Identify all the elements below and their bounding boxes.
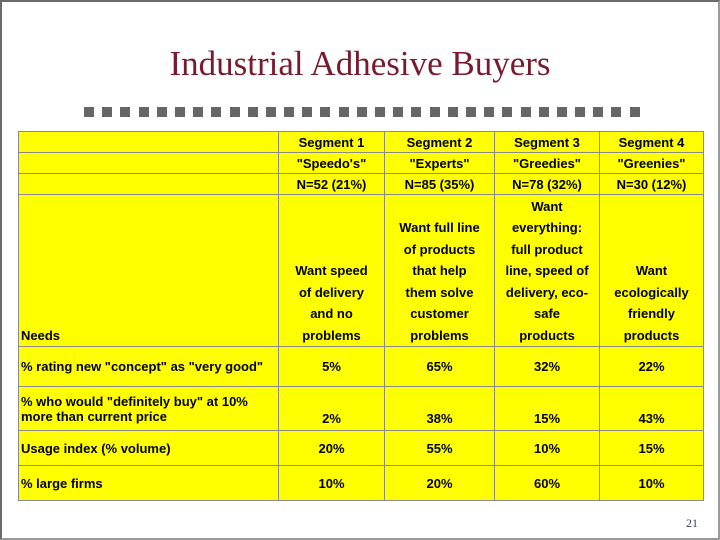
segment-1-name: Segment 1 bbox=[278, 131, 385, 153]
metric-value: 65% bbox=[384, 346, 495, 387]
metric-value: 10% bbox=[494, 430, 600, 466]
table-row: Segment 1 Segment 2 Segment 3 Segment 4 bbox=[18, 131, 704, 153]
metric-value: 20% bbox=[384, 465, 495, 501]
metric-value: 38% bbox=[384, 386, 495, 431]
metric-value: 60% bbox=[494, 465, 600, 501]
metric-value: 43% bbox=[599, 386, 704, 431]
metric-label: % who would "definitely buy" at 10% more … bbox=[18, 386, 279, 431]
segment-2-alias: "Experts" bbox=[384, 152, 495, 174]
segment-2-needs: Want full line of products that help them s… bbox=[384, 194, 495, 347]
metric-value: 32% bbox=[494, 346, 600, 387]
metric-value: 5% bbox=[278, 346, 385, 387]
metric-label: % large firms bbox=[18, 465, 279, 501]
metric-value: 10% bbox=[278, 465, 385, 501]
table-row: % rating new "concept" as "very good" 5%… bbox=[18, 346, 704, 387]
metric-value: 15% bbox=[599, 430, 704, 466]
metric-value: 22% bbox=[599, 346, 704, 387]
slide-title: Industrial Adhesive Buyers bbox=[169, 44, 551, 83]
segment-table: Segment 1 Segment 2 Segment 3 Segment 4 … bbox=[18, 131, 704, 501]
table-row: % large firms 10% 20% 60% 10% bbox=[18, 465, 704, 501]
segment-2-name: Segment 2 bbox=[384, 131, 495, 153]
header-empty-cell bbox=[18, 131, 279, 153]
segment-3-needs: Want everything: full product line, speed o… bbox=[494, 194, 600, 347]
table-row: % who would "definitely buy" at 10% more … bbox=[18, 386, 704, 431]
metric-value: 55% bbox=[384, 430, 495, 466]
metric-label: % rating new "concept" as "very good" bbox=[18, 346, 279, 387]
segment-4-size: N=30 (12%) bbox=[599, 173, 704, 195]
page-number: 21 bbox=[686, 516, 698, 530]
needs-label: Needs bbox=[18, 194, 279, 347]
header-empty-cell bbox=[18, 173, 279, 195]
table-row: N=52 (21%) N=85 (35%) N=78 (32%) N=30 (1… bbox=[18, 173, 704, 195]
segment-1-size: N=52 (21%) bbox=[278, 173, 385, 195]
segment-4-needs: Want ecologically friendly products bbox=[599, 194, 704, 347]
metric-value: 2% bbox=[278, 386, 385, 431]
table-row: Usage index (% volume) 20% 55% 10% 15% bbox=[18, 430, 704, 466]
metric-label: Usage index (% volume) bbox=[18, 430, 279, 466]
segment-2-size: N=85 (35%) bbox=[384, 173, 495, 195]
segment-3-alias: "Greedies" bbox=[494, 152, 600, 174]
segment-3-name: Segment 3 bbox=[494, 131, 600, 153]
metric-value: 15% bbox=[494, 386, 600, 431]
segment-4-name: Segment 4 bbox=[599, 131, 704, 153]
segment-4-alias: "Greenies" bbox=[599, 152, 704, 174]
metric-value: 10% bbox=[599, 465, 704, 501]
header-empty-cell bbox=[18, 152, 279, 174]
segment-3-size: N=78 (32%) bbox=[494, 173, 600, 195]
title-divider bbox=[84, 107, 648, 117]
metric-value: 20% bbox=[278, 430, 385, 466]
segment-1-alias: "Speedo's" bbox=[278, 152, 385, 174]
segment-1-needs: Want speed of delivery and no problems bbox=[278, 194, 385, 347]
table-row: Needs Want speed of delivery and no problem… bbox=[18, 194, 704, 347]
table-row: "Speedo's" "Experts" "Greedies" "Greenie… bbox=[18, 152, 704, 174]
